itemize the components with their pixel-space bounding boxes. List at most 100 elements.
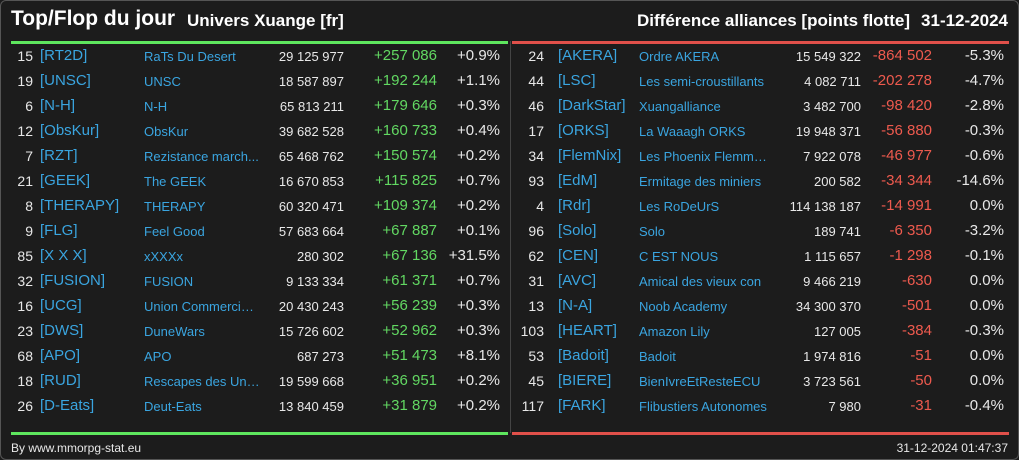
alliance-name-link[interactable]: Amazon Lily (639, 324, 710, 339)
alliance-name-link[interactable]: Rescapes des Univ... (144, 374, 260, 389)
points-cell: 200 582 (814, 174, 861, 189)
alliance-tag-link[interactable]: [X X X] (40, 247, 87, 264)
alliance-tag-link[interactable]: [DarkStar] (558, 97, 626, 114)
points-cell: 1 974 816 (803, 349, 861, 364)
alliance-name-link[interactable]: xXXXx (144, 249, 184, 264)
table-row: 31 [AVC] Amical des vieux con 9 466 219 -630… (512, 269, 1009, 294)
alliance-name-link[interactable]: Solo (639, 224, 666, 239)
generated-timestamp: 31-12-2024 01:47:37 (896, 441, 1008, 455)
table-row: 93 [EdM] Ermitage des miniers 200 582 -34 34… (512, 169, 1009, 194)
alliance-tag-link[interactable]: [Rdr] (558, 197, 591, 214)
rank-cell: 24 (528, 48, 544, 64)
percent-cell: -0.3% (964, 122, 1004, 139)
rank-cell: 117 (521, 398, 544, 414)
alliance-tag-link[interactable]: [FLG] (40, 222, 78, 239)
alliance-name-link[interactable]: APO (144, 349, 172, 364)
difference-cell: +179 646 (374, 97, 437, 114)
points-cell: 15 726 602 (278, 324, 344, 339)
rank-cell: 17 (528, 123, 544, 139)
alliance-name-link[interactable]: Rezistance march... (144, 149, 259, 164)
top-alliance-list: 15 [RT2D] RaTs Du Desert 29 125 977 +257 086… (11, 44, 508, 419)
alliance-tag-link[interactable]: [RUD] (40, 372, 81, 389)
rank-cell: 15 (17, 48, 33, 64)
alliance-tag-link[interactable]: [FARK] (558, 397, 606, 414)
alliance-tag-link[interactable]: [UNSC] (40, 72, 91, 89)
alliance-name-link[interactable]: Amical des vieux con (639, 274, 762, 289)
alliance-name-link[interactable]: ObsKur (144, 124, 189, 139)
rank-cell: 4 (536, 198, 544, 214)
alliance-tag-link[interactable]: [AVC] (558, 272, 597, 289)
alliance-tag-link[interactable]: [N-H] (40, 97, 75, 114)
alliance-name-link[interactable]: Ermitage des miniers (639, 174, 762, 189)
alliance-tag-link[interactable]: [AKERA] (558, 47, 618, 64)
percent-cell: +0.2% (457, 397, 500, 414)
alliance-name-link[interactable]: Feel Good (144, 224, 205, 239)
table-row: 46 [DarkStar] Xuangalliance 3 482 700 -98 42… (512, 94, 1009, 119)
alliance-tag-link[interactable]: [CEN] (558, 247, 599, 264)
alliance-name-link[interactable]: Deut-Eats (144, 399, 202, 414)
flop-rule-divider (512, 41, 1009, 44)
alliance-name-link[interactable]: La Waaagh ORKS (639, 124, 746, 139)
alliance-tag-link[interactable]: [APO] (40, 347, 81, 364)
alliance-name-link[interactable]: UNSC (144, 74, 181, 89)
difference-cell: +36 951 (382, 372, 437, 389)
alliance-tag-link[interactable]: [ObsKur] (40, 122, 100, 139)
header: Top/Flop du jour Univers Xuange [fr] Dif… (1, 1, 1018, 41)
alliance-tag-link[interactable]: [D-Eats] (40, 397, 95, 414)
alliance-name-link[interactable]: Ordre AKERA (639, 49, 720, 64)
alliance-tag-link[interactable]: [THERAPY] (40, 197, 120, 214)
alliance-name-link[interactable]: DuneWars (144, 324, 205, 339)
points-cell: 189 741 (814, 224, 861, 239)
alliance-tag-link[interactable]: [EdM] (558, 172, 598, 189)
alliance-tag-link[interactable]: [RT2D] (40, 47, 88, 64)
rank-cell: 31 (528, 273, 544, 289)
table-row: 85 [X X X] xXXXx 280 302 +67 136 +31.5% (11, 244, 508, 269)
difference-cell: -501 (901, 297, 932, 314)
percent-cell: +0.2% (457, 147, 500, 164)
rank-cell: 7 (25, 148, 33, 164)
alliance-name-link[interactable]: Badoit (639, 349, 676, 364)
alliance-tag-link[interactable]: [RZT] (40, 147, 78, 164)
alliance-name-link[interactable]: The GEEK (144, 174, 207, 189)
alliance-tag-link[interactable]: [BIERE] (558, 372, 612, 389)
alliance-name-link[interactable]: RaTs Du Desert (144, 49, 236, 64)
alliance-tag-link[interactable]: [Solo] (558, 222, 597, 239)
alliance-name-link[interactable]: Flibustiers Autonomes (639, 399, 767, 414)
rank-cell: 19 (17, 73, 33, 89)
alliance-tag-link[interactable]: [Badoit] (558, 347, 609, 364)
alliance-tag-link[interactable]: [DWS] (40, 322, 84, 339)
difference-cell: +61 371 (382, 272, 437, 289)
difference-cell: -384 (901, 322, 932, 339)
alliance-name-link[interactable]: Les semi-croustillants (639, 74, 764, 89)
alliance-name-link[interactable]: FUSION (144, 274, 194, 289)
alliance-name-link[interactable]: Noob Academy (639, 299, 728, 314)
alliance-tag-link[interactable]: [FUSION] (40, 272, 106, 289)
alliance-name-link[interactable]: BienIvreEtResteECU (639, 374, 761, 389)
alliance-name-link[interactable]: Les Phoenix Flemmards (639, 149, 769, 164)
alliance-name-link[interactable]: N-H (144, 99, 168, 114)
difference-cell: +56 239 (382, 297, 437, 314)
percent-cell: +31.5% (448, 247, 500, 264)
alliance-tag-link[interactable]: [LSC] (558, 72, 596, 89)
alliance-tag-link[interactable]: [UCG] (40, 297, 82, 314)
alliance-name-link[interactable]: Les RoDeUrS (639, 199, 720, 214)
alliance-tag-link[interactable]: [N-A] (558, 297, 593, 314)
alliance-name-link[interactable]: Union Commerciale... (144, 299, 260, 314)
points-cell: 34 300 370 (795, 299, 861, 314)
alliance-tag-link[interactable]: [FlemNix] (558, 147, 622, 164)
difference-cell: -14 991 (881, 197, 932, 214)
alliance-tag-link[interactable]: [GEEK] (40, 172, 91, 189)
universe-label: Univers Xuange [fr] (187, 11, 344, 30)
alliance-tag-link[interactable]: [ORKS] (558, 122, 609, 139)
points-cell: 39 682 528 (278, 124, 344, 139)
table-row: 4 [Rdr] Les RoDeUrS 114 138 187 -14 991 0.0% (512, 194, 1009, 219)
rank-cell: 44 (528, 73, 544, 89)
rank-cell: 96 (528, 223, 544, 239)
alliance-name-link[interactable]: Xuangalliance (639, 99, 721, 114)
alliance-name-link[interactable]: C EST NOUS (639, 249, 719, 264)
source-credit[interactable]: By www.mmorpg-stat.eu (11, 441, 142, 455)
alliance-name-link[interactable]: THERAPY (144, 199, 206, 214)
alliance-tag-link[interactable]: [HEART] (558, 322, 617, 339)
difference-cell: -50 (910, 372, 932, 389)
